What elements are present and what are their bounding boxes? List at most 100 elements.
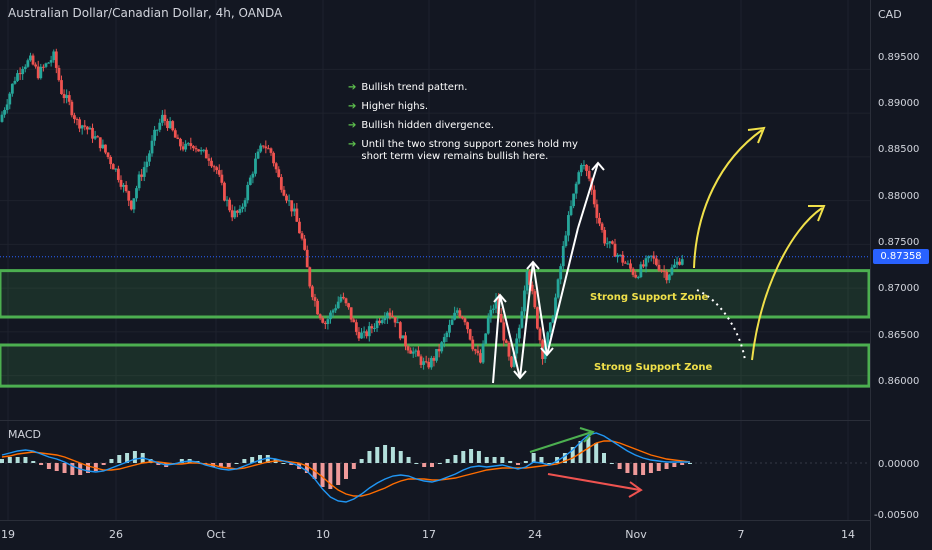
macd-histogram-bar xyxy=(39,463,44,465)
candle-body xyxy=(484,333,488,344)
candle-body xyxy=(166,121,169,129)
candle-body xyxy=(463,318,467,323)
candle-body xyxy=(60,80,63,95)
candle-body xyxy=(160,114,164,123)
candle-body xyxy=(10,83,14,94)
candle-body xyxy=(419,356,423,365)
macd-histogram-bar xyxy=(602,453,606,463)
upper-zone-label: Strong Support Zone xyxy=(590,292,709,303)
divergence-arrow xyxy=(529,431,593,453)
candle-body xyxy=(54,51,58,68)
candle-body xyxy=(329,312,332,320)
candle-body xyxy=(217,170,221,175)
candle-body xyxy=(254,158,257,174)
candle-body xyxy=(16,73,19,81)
candle-body xyxy=(132,198,136,210)
chart-title: Australian Dollar/Canadian Dollar, 4h, O… xyxy=(8,6,283,20)
candle-body xyxy=(342,296,345,299)
candle-body xyxy=(673,264,676,268)
price-axis-divider xyxy=(870,0,871,550)
candle-body xyxy=(230,210,234,218)
candle-body xyxy=(98,137,102,149)
analysis-notes: ➔ Bullish trend pattern. ➔ Higher highs. ➔… xyxy=(348,82,578,170)
candle-body xyxy=(272,152,275,164)
dotted-path xyxy=(696,289,746,361)
currency-label: CAD xyxy=(878,8,902,21)
candle-body xyxy=(479,353,482,363)
candle-body xyxy=(194,148,198,150)
candle-body xyxy=(248,177,252,185)
candle-body xyxy=(362,331,366,333)
candle-body xyxy=(523,290,526,312)
candle-body xyxy=(453,312,457,320)
candle-body xyxy=(365,331,369,337)
candle-body xyxy=(145,161,149,168)
macd-label[interactable]: MACD xyxy=(8,428,41,441)
candle-body xyxy=(468,329,472,340)
macd-histogram-bar xyxy=(656,463,661,471)
time-tick: Nov xyxy=(625,528,647,541)
candle-body xyxy=(574,183,578,194)
macd-histogram-bar xyxy=(148,459,153,463)
candle-body xyxy=(592,189,596,205)
candle-body xyxy=(318,314,322,319)
candle-body xyxy=(295,208,299,222)
candle-body xyxy=(0,114,4,122)
candle-body xyxy=(80,125,84,129)
macd-histogram-bar xyxy=(484,457,489,463)
time-tick: 26 xyxy=(109,528,123,541)
macd-histogram-bar xyxy=(125,453,130,463)
candle-body xyxy=(388,312,392,316)
candle-body xyxy=(168,121,172,129)
candle-body xyxy=(199,149,203,152)
candle-body xyxy=(47,62,50,64)
macd-histogram-bar xyxy=(156,463,161,465)
macd-histogram-bar xyxy=(367,451,372,463)
candle-body xyxy=(251,173,255,178)
candle-body xyxy=(202,149,206,151)
macd-histogram-bar xyxy=(375,447,380,463)
candle-body xyxy=(78,119,81,129)
candle-body xyxy=(184,143,188,150)
projection-arrowhead xyxy=(808,205,826,222)
note-text: Until the two strong support zones hold … xyxy=(361,139,578,162)
candle-body xyxy=(417,350,420,357)
candle-body xyxy=(442,337,446,343)
macd-histogram-bar xyxy=(500,457,505,463)
candle-body xyxy=(611,241,614,244)
candle-body xyxy=(435,349,438,361)
macd-histogram-bar xyxy=(555,457,560,463)
candle-body xyxy=(618,254,622,256)
candle-body xyxy=(62,94,66,99)
time-tick: 10 xyxy=(316,528,330,541)
pane-divider[interactable] xyxy=(0,420,870,421)
candle-body xyxy=(429,357,433,368)
candle-body xyxy=(621,254,625,263)
candle-body xyxy=(191,146,195,149)
candle-body xyxy=(274,163,278,170)
candle-body xyxy=(357,331,361,339)
candle-body xyxy=(186,143,190,145)
candle-body xyxy=(411,351,415,354)
candle-body xyxy=(445,332,449,338)
candle-body xyxy=(316,300,319,315)
candle-body xyxy=(582,164,586,166)
candle-body xyxy=(129,200,133,210)
macd-histogram-bar xyxy=(648,463,653,473)
candle-body xyxy=(331,310,335,313)
candle-body xyxy=(538,328,542,341)
macd-histogram-bar xyxy=(688,463,692,464)
candle-body xyxy=(225,199,229,201)
time-tick: 24 xyxy=(528,528,542,541)
candle-body xyxy=(437,349,441,352)
candle-body xyxy=(414,350,418,352)
candle-body xyxy=(554,297,557,318)
candle-body xyxy=(489,309,493,318)
candle-body xyxy=(220,174,224,183)
candle-body xyxy=(360,332,363,339)
candle-body xyxy=(238,208,242,213)
candle-body xyxy=(404,335,407,347)
candle-body xyxy=(282,189,286,196)
candle-body xyxy=(424,361,428,363)
